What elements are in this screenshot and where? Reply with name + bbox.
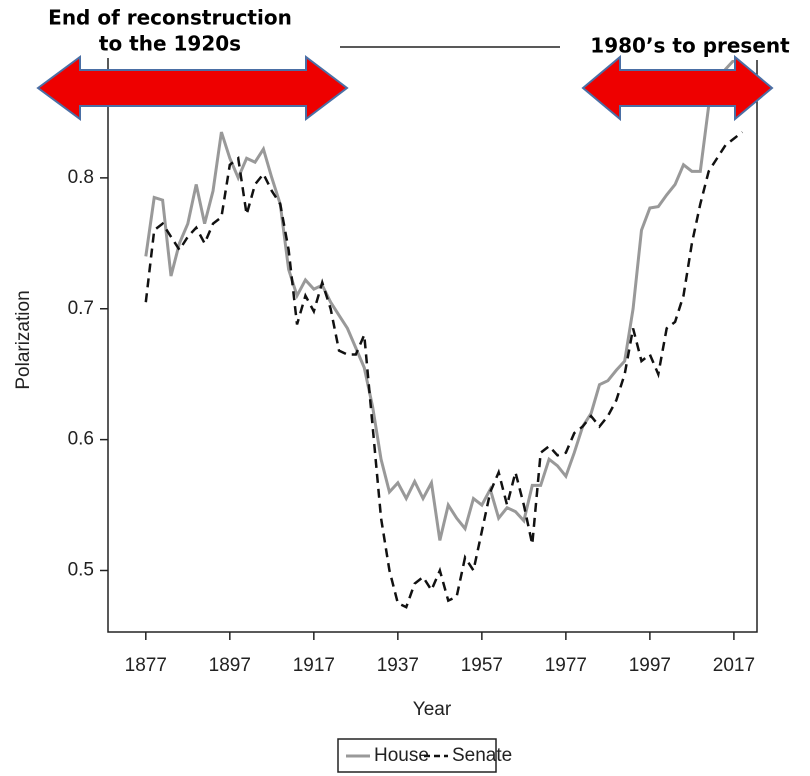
- legend: House Senate: [337, 738, 512, 773]
- y-tick-label: 0.7: [68, 298, 94, 319]
- legend-frame: [337, 738, 497, 773]
- plot-frame: [107, 46, 758, 633]
- series-line: [144, 131, 744, 609]
- y-axis-label: Polarization: [13, 290, 34, 389]
- y-tick-label: 0.8: [68, 167, 94, 188]
- y-tick-label: 0.6: [68, 429, 94, 450]
- series-line: [144, 52, 744, 541]
- x-axis-label: Year: [413, 699, 452, 720]
- x-tick-label: 1957: [461, 655, 503, 676]
- arrow: [36, 54, 349, 122]
- x-tick-label: 1937: [377, 655, 419, 676]
- annotation: to the 1920s: [99, 32, 241, 56]
- legend-label: House: [374, 745, 429, 766]
- annotation: End of reconstruction: [48, 6, 292, 30]
- y-tick-label: 0.5: [68, 560, 94, 581]
- plot-area: [144, 52, 744, 609]
- x-tick-label: 1997: [629, 655, 671, 676]
- x-tick-label: 1917: [293, 655, 335, 676]
- arrow: [581, 54, 774, 122]
- axes: 1877 1897 1917 1937 1957 1977 1997 2017 0.5 0.6 0.…: [68, 167, 755, 676]
- x-tick-label: 1877: [125, 655, 167, 676]
- x-tick-label: 1977: [545, 655, 587, 676]
- x-tick-label: 1897: [209, 655, 251, 676]
- annotation-bg: [560, 30, 810, 60]
- annotation: 1980’s to present: [590, 34, 790, 58]
- x-tick-label: 2017: [713, 655, 755, 676]
- legend-label: Senate: [452, 745, 512, 766]
- annotation-bg: [0, 0, 340, 58]
